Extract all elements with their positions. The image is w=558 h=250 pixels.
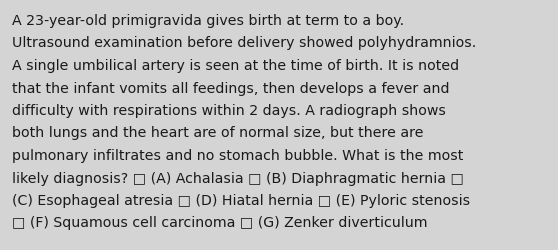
Text: Ultrasound examination before delivery showed polyhydramnios.: Ultrasound examination before delivery s… <box>12 36 476 50</box>
Text: pulmonary infiltrates and no stomach bubble. What is the most: pulmonary infiltrates and no stomach bub… <box>12 148 463 162</box>
Text: both lungs and the heart are of normal size, but there are: both lungs and the heart are of normal s… <box>12 126 424 140</box>
Text: □ (F) Squamous cell carcinoma □ (G) Zenker diverticulum: □ (F) Squamous cell carcinoma □ (G) Zenk… <box>12 216 427 230</box>
Text: likely diagnosis? □ (A) Achalasia □ (B) Diaphragmatic hernia □: likely diagnosis? □ (A) Achalasia □ (B) … <box>12 171 464 185</box>
Text: A 23-year-old primigravida gives birth at term to a boy.: A 23-year-old primigravida gives birth a… <box>12 14 404 28</box>
Text: (C) Esophageal atresia □ (D) Hiatal hernia □ (E) Pyloric stenosis: (C) Esophageal atresia □ (D) Hiatal hern… <box>12 193 470 207</box>
Text: difficulty with respirations within 2 days. A radiograph shows: difficulty with respirations within 2 da… <box>12 104 446 118</box>
Text: A single umbilical artery is seen at the time of birth. It is noted: A single umbilical artery is seen at the… <box>12 59 459 73</box>
Text: that the infant vomits all feedings, then develops a fever and: that the infant vomits all feedings, the… <box>12 81 450 95</box>
